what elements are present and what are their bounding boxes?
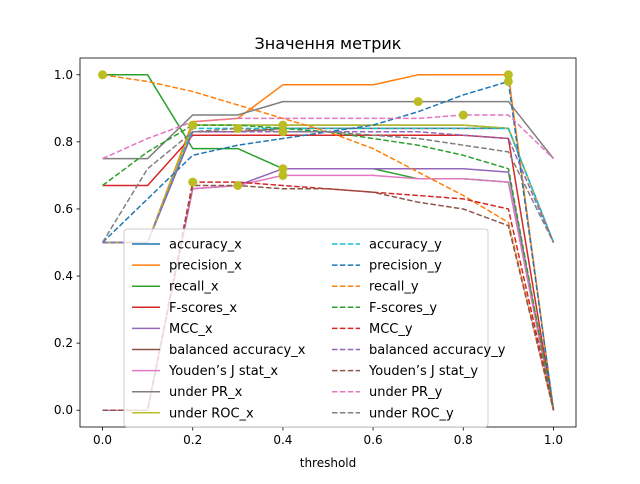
legend-label: under ROC_y <box>369 406 454 421</box>
series-line-under-roc-y <box>101 127 555 243</box>
marker-point <box>233 180 243 190</box>
x-tick-label: 1.0 <box>544 433 563 447</box>
plot-area: 0.0 0.2 0.4 0.6 0.8 1.0 0.0 0.2 0.4 0.6 0.8 1.0 accu… <box>54 57 577 447</box>
y-tick-label: 0.2 <box>54 336 73 350</box>
y-tick-label: 0.8 <box>54 135 73 149</box>
marker-point <box>233 123 243 133</box>
marker-point <box>413 97 423 107</box>
legend-label: accuracy_y <box>369 238 442 253</box>
legend-label: precision_y <box>369 259 442 274</box>
series-line-under-pr-x <box>102 100 555 160</box>
legend-box <box>123 228 489 428</box>
legend-label: balanced accuracy_x <box>169 343 306 358</box>
marker-point <box>503 76 513 86</box>
legend-label: MCC_y <box>369 322 413 337</box>
legend-label: precision_x <box>169 259 242 274</box>
series-line-under-roc-x <box>102 124 555 244</box>
series-line-accuracy-y <box>102 127 555 244</box>
y-tick-label: 1.0 <box>54 68 73 82</box>
legend-label: F-scores_x <box>169 301 237 316</box>
legend-label: MCC_x <box>169 322 213 337</box>
marker-point <box>458 110 468 120</box>
x-tick-label: 0.6 <box>364 433 383 447</box>
marker-point <box>188 120 198 130</box>
x-tick-label: 0.4 <box>273 433 292 447</box>
marker-point <box>278 127 288 137</box>
legend-label: under ROC_x <box>169 406 254 421</box>
y-tick-label: 0.0 <box>54 403 73 417</box>
x-tick-label: 0.0 <box>93 433 112 447</box>
x-tick-label: 0.8 <box>454 433 473 447</box>
marker-point <box>188 177 198 187</box>
legend-label: recall_x <box>169 280 219 295</box>
legend-label: under PR_y <box>369 385 443 400</box>
legend-label: Youden’s J stat_x <box>168 364 278 379</box>
legend-label: Youden’s J stat_y <box>368 364 478 379</box>
x-axis-label: threshold <box>300 456 357 470</box>
series-line-balanced-accuracy-y <box>102 131 555 244</box>
legend-label: accuracy_x <box>169 238 242 253</box>
marker-point <box>98 70 108 80</box>
series-line-precision-x <box>102 74 555 411</box>
legend-label: under PR_x <box>169 385 243 400</box>
legend-label: recall_y <box>369 280 419 295</box>
chart-title: Значення метрик <box>255 34 402 53</box>
y-tick-label: 0.6 <box>54 202 73 216</box>
legend-label: F-scores_y <box>369 301 437 316</box>
x-tick-label: 0.2 <box>183 433 202 447</box>
y-tick-label: 0.4 <box>54 269 73 283</box>
legend-label: balanced accuracy_y <box>369 343 506 358</box>
marker-point <box>278 170 288 180</box>
series-line-under-pr-y <box>102 114 555 160</box>
series-line-f-scores-y <box>102 124 555 411</box>
